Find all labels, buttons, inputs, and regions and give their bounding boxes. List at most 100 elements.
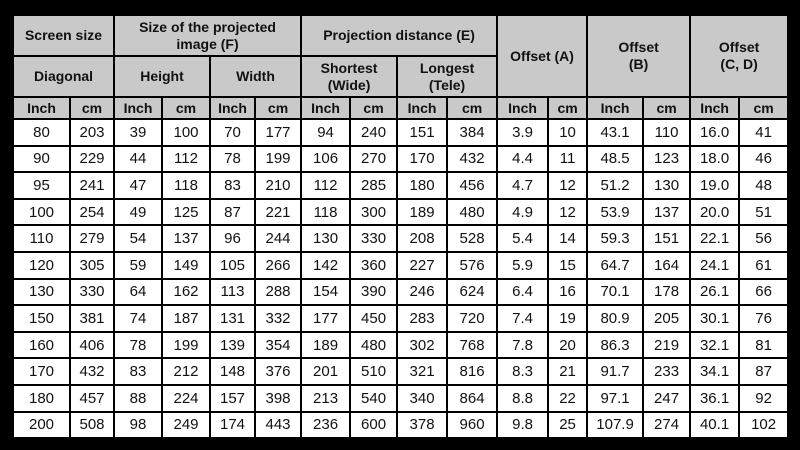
table-cell: 283 — [396, 304, 449, 333]
table-cell: 354 — [253, 330, 303, 360]
table-cell: 443 — [253, 410, 303, 440]
table-cell: 244 — [253, 224, 303, 253]
table-cell: 150 — [12, 304, 71, 333]
table-cell: 768 — [446, 330, 499, 360]
table-cell: 24.1 — [689, 250, 741, 280]
table-cell: 92 — [738, 383, 790, 413]
table-cell: 177 — [253, 118, 303, 147]
table-cell: 46 — [738, 144, 790, 174]
table-cell: 113 — [209, 277, 256, 307]
table-cell: 49 — [113, 197, 163, 227]
table-cell: 221 — [253, 197, 303, 227]
table-row: 160 406 78 199 139 354 189 480 302 768 7.8 20 86.3 21… — [12, 330, 790, 360]
table-cell: 6.4 — [496, 277, 550, 307]
table-cell: 81 — [738, 330, 790, 360]
table-cell: 20.0 — [689, 197, 741, 227]
table-cell: 22.1 — [689, 224, 741, 253]
table-cell: 241 — [69, 171, 115, 200]
table-row: 95 241 47 118 83 210 112 285 180 456 4.7 12 51.2 130 1… — [12, 171, 790, 200]
table-cell: 7.8 — [496, 330, 550, 360]
table-cell: 203 — [69, 118, 115, 147]
subheader: Height — [113, 55, 211, 98]
table-cell: 330 — [349, 224, 399, 253]
unit-header: cm — [69, 96, 115, 120]
table-cell: 174 — [209, 410, 256, 440]
table-cell: 240 — [349, 118, 399, 147]
table-cell: 16.0 — [689, 118, 741, 147]
table-cell: 540 — [349, 383, 399, 413]
table-cell: 9.8 — [496, 410, 550, 440]
table-cell: 87 — [209, 197, 256, 227]
table-cell: 112 — [300, 171, 352, 200]
table-cell: 15 — [547, 250, 589, 280]
table-cell: 102 — [738, 410, 790, 440]
table-cell: 118 — [161, 171, 211, 200]
unit-header: cm — [738, 96, 790, 120]
table-cell: 201 — [300, 357, 352, 386]
table-cell: 376 — [253, 357, 303, 386]
table-cell: 4.4 — [496, 144, 550, 174]
table-cell: 137 — [642, 197, 692, 227]
unit-header: Inch — [689, 96, 741, 120]
table-cell: 432 — [69, 357, 115, 386]
table-row: 180 457 88 224 157 398 213 540 340 864 8.8 22 97.1 24… — [12, 383, 790, 413]
unit-header: Inch — [586, 96, 645, 120]
table-cell: 107.9 — [586, 410, 645, 440]
table-cell: 118 — [300, 197, 352, 227]
table-cell: 270 — [349, 144, 399, 174]
table-cell: 233 — [642, 357, 692, 386]
table-cell: 18.0 — [689, 144, 741, 174]
table-cell: 48 — [738, 171, 790, 200]
table-cell: 151 — [642, 224, 692, 253]
unit-header: cm — [253, 96, 303, 120]
table-cell: 285 — [349, 171, 399, 200]
table-cell: 3.9 — [496, 118, 550, 147]
table-cell: 112 — [161, 144, 211, 174]
table-cell: 64 — [113, 277, 163, 307]
table-cell: 139 — [209, 330, 256, 360]
table-cell: 41 — [738, 118, 790, 147]
table-cell: 600 — [349, 410, 399, 440]
table-row: 120 305 59 149 105 266 142 360 227 576 5.9 15 64.7 16… — [12, 250, 790, 280]
table-cell: 47 — [113, 171, 163, 200]
table-cell: 205 — [642, 304, 692, 333]
table-row: Diagonal Height Width Shortest (Wide) Longes… — [12, 55, 788, 98]
header-group: Size of the projected image (F) — [112, 14, 303, 57]
table-cell: 170 — [396, 144, 449, 174]
table-cell: 177 — [300, 304, 352, 333]
table-cell: 219 — [642, 330, 692, 360]
unit-header: Inch — [300, 96, 352, 120]
table-cell: 34.1 — [689, 357, 741, 386]
table-cell: 91.7 — [586, 357, 645, 386]
table-cell: 199 — [253, 144, 303, 174]
table-cell: 162 — [161, 277, 211, 307]
table-cell: 130 — [12, 277, 71, 307]
table-cell: 148 — [209, 357, 256, 386]
table-cell: 12 — [547, 171, 589, 200]
header-group: Offset (B) — [586, 14, 692, 98]
table-cell: 76 — [738, 304, 790, 333]
header-group: Projection distance (E) — [300, 14, 499, 57]
table-cell: 8.8 — [496, 383, 550, 413]
table-cell: 64.7 — [586, 250, 645, 280]
table-cell: 398 — [253, 383, 303, 413]
unit-header: cm — [547, 96, 589, 120]
table-cell: 88 — [113, 383, 163, 413]
table-cell: 157 — [209, 383, 256, 413]
table-cell: 7.4 — [496, 304, 550, 333]
table-cell: 279 — [69, 224, 115, 253]
table-cell: 94 — [300, 118, 352, 147]
table-cell: 21 — [547, 357, 589, 386]
table-cell: 199 — [161, 330, 211, 360]
table-cell: 100 — [161, 118, 211, 147]
table-cell: 180 — [396, 171, 449, 200]
table-cell: 390 — [349, 277, 399, 307]
table-row: 200 508 98 249 174 443 236 600 378 960 9.8 25 107.9 2… — [12, 410, 790, 440]
table-cell: 5.4 — [496, 224, 550, 253]
table-cell: 480 — [446, 197, 499, 227]
table-cell: 384 — [446, 118, 499, 147]
table-cell: 624 — [446, 277, 499, 307]
table-cell: 212 — [161, 357, 211, 386]
table-cell: 83 — [113, 357, 163, 386]
